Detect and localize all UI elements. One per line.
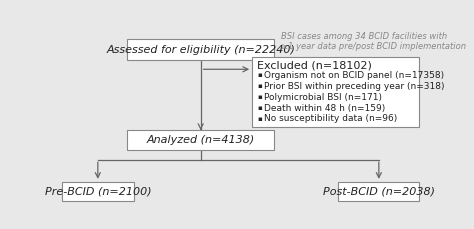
Text: BSI cases among 34 BCID facilities with
≥1 year data pre/post BCID implementatio: BSI cases among 34 BCID facilities with … xyxy=(282,32,466,51)
Text: Polymicrobial BSI (n=171): Polymicrobial BSI (n=171) xyxy=(264,93,382,102)
Text: ▪: ▪ xyxy=(258,116,263,122)
FancyBboxPatch shape xyxy=(62,182,134,201)
Text: ▪: ▪ xyxy=(258,105,263,111)
Text: Death within 48 h (n=159): Death within 48 h (n=159) xyxy=(264,104,385,113)
Text: Assessed for eligibility (n=22240): Assessed for eligibility (n=22240) xyxy=(106,44,295,55)
FancyBboxPatch shape xyxy=(127,130,274,150)
Text: ▪: ▪ xyxy=(258,94,263,100)
FancyBboxPatch shape xyxy=(252,57,419,127)
Text: ▪: ▪ xyxy=(258,83,263,89)
Text: Excluded (n=18102): Excluded (n=18102) xyxy=(256,60,372,70)
Text: Organism not on BCID panel (n=17358): Organism not on BCID panel (n=17358) xyxy=(264,71,444,80)
Text: No susceptibility data (n=96): No susceptibility data (n=96) xyxy=(264,114,397,123)
Text: Pre-BCID (n=2100): Pre-BCID (n=2100) xyxy=(45,186,151,196)
Text: Post-BCID (n=2038): Post-BCID (n=2038) xyxy=(323,186,435,196)
FancyBboxPatch shape xyxy=(338,182,419,201)
Text: Analyzed (n=4138): Analyzed (n=4138) xyxy=(146,135,255,145)
Text: ▪: ▪ xyxy=(258,72,263,78)
FancyBboxPatch shape xyxy=(127,39,274,60)
Text: Prior BSI within preceding year (n=318): Prior BSI within preceding year (n=318) xyxy=(264,82,444,91)
